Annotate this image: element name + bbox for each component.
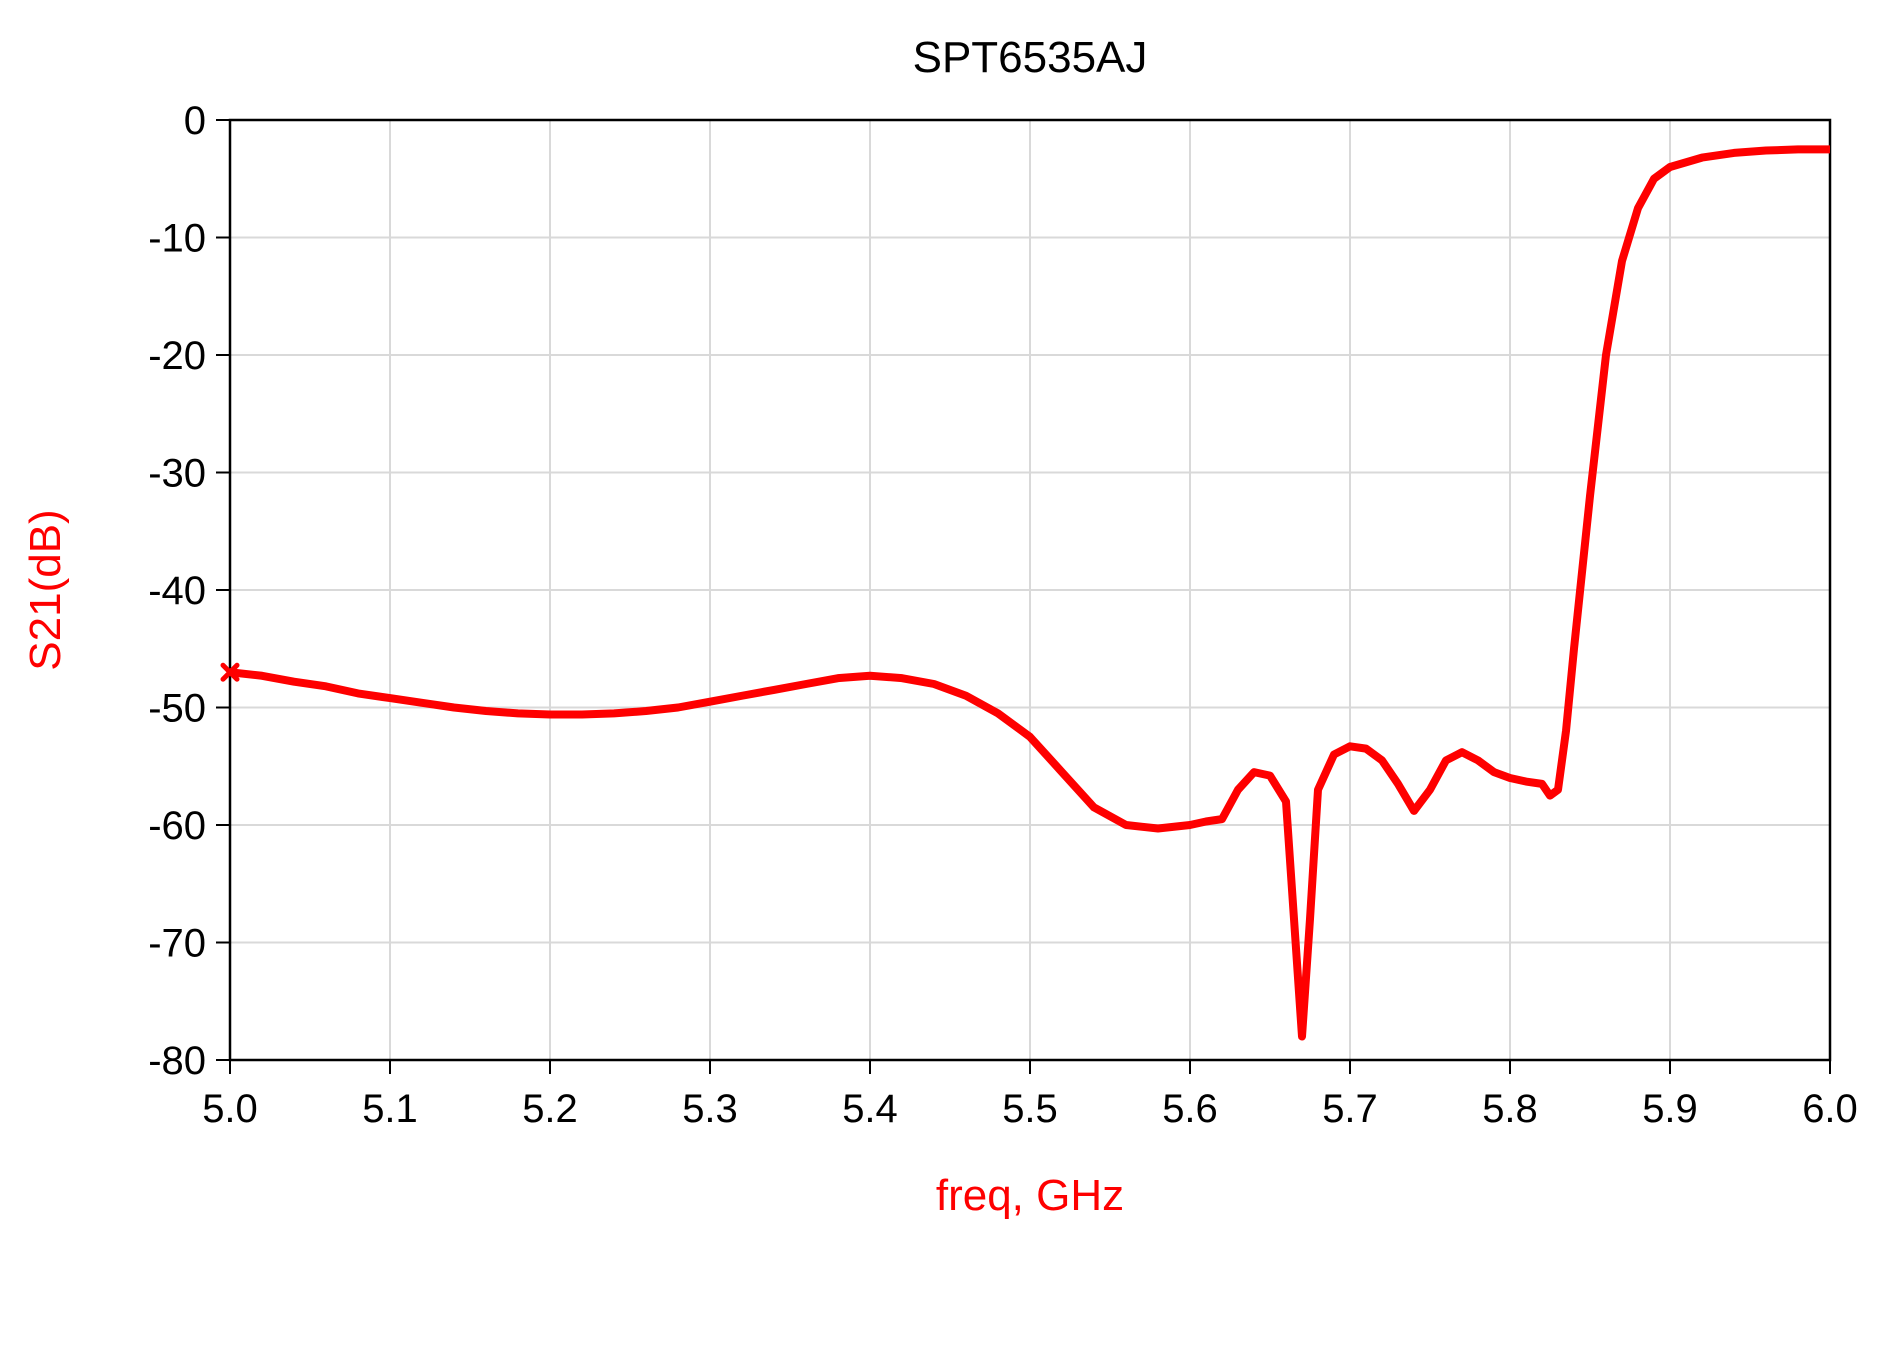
y-tick-label: -80	[148, 1039, 206, 1083]
x-tick-label: 5.5	[1002, 1087, 1058, 1131]
x-tick-label: 5.4	[842, 1087, 898, 1131]
x-axis-label: freq, GHz	[936, 1171, 1124, 1220]
y-tick-label: -60	[148, 804, 206, 848]
s21-chart: 5.0 5.1 5.2 5.3 5.4 5.5 5.6 5.7 5.8 5.9 6.0 0 -10 -20…	[0, 0, 1890, 1354]
y-tick-label: -70	[148, 922, 206, 966]
x-tick-label: 5.2	[522, 1087, 578, 1131]
x-tick-label: 5.3	[682, 1087, 738, 1131]
y-axis-label: S21(dB)	[21, 509, 70, 670]
x-tick-label: 5.6	[1162, 1087, 1218, 1131]
x-tick-label: 6.0	[1802, 1087, 1858, 1131]
x-tick-label: 5.8	[1482, 1087, 1538, 1131]
chart-svg: 5.0 5.1 5.2 5.3 5.4 5.5 5.6 5.7 5.8 5.9 6.0 0 -10 -20…	[0, 0, 1890, 1354]
x-tick-label: 5.7	[1322, 1087, 1378, 1131]
y-tick-label: 0	[184, 99, 206, 143]
chart-title: SPT6535AJ	[913, 33, 1148, 82]
y-tick-label: -10	[148, 217, 206, 261]
y-tick-label: -20	[148, 334, 206, 378]
y-tick-label: -30	[148, 452, 206, 496]
y-tick-label: -50	[148, 687, 206, 731]
y-tick-label: -40	[148, 569, 206, 613]
x-tick-label: 5.0	[202, 1087, 258, 1131]
x-tick-label: 5.1	[362, 1087, 418, 1131]
x-tick-label: 5.9	[1642, 1087, 1698, 1131]
